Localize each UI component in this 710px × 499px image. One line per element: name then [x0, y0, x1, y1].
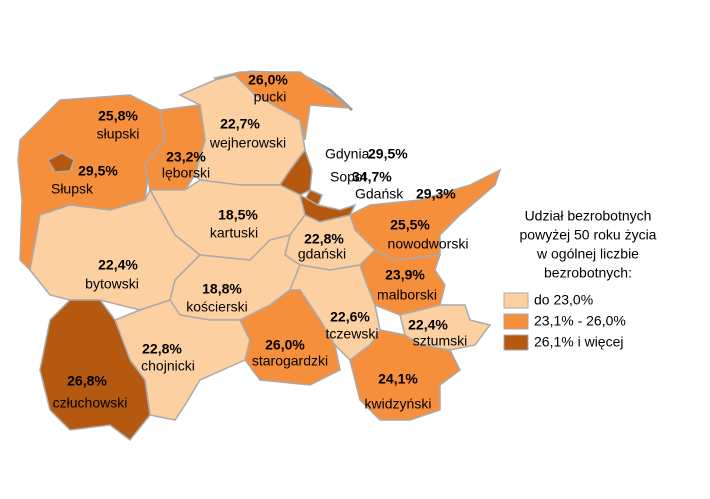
legend-swatch — [503, 313, 529, 330]
region-value: 22,8% — [142, 341, 182, 357]
legend-title: w ogólnej liczbie — [536, 246, 639, 262]
region-name: słupski — [97, 126, 140, 142]
region-name: bytowski — [85, 276, 139, 292]
region-name: Sopot — [330, 169, 367, 185]
region-name: sztumski — [413, 333, 467, 349]
legend-label: do 23,0% — [534, 292, 593, 308]
region-name: Gdynia — [325, 146, 370, 162]
region-value: 23,2% — [166, 149, 206, 165]
region-value: 26,0% — [265, 337, 305, 353]
region-name: Słupsk — [51, 181, 94, 197]
region-value: 18,8% — [202, 281, 242, 297]
legend-swatch — [503, 292, 529, 309]
region-name: lęborski — [162, 165, 210, 181]
region-name: kościerski — [186, 299, 247, 315]
region-name: kwidzyński — [365, 396, 432, 412]
labels: 26,0%pucki25,8%słupski22,7%wejherowski29… — [51, 72, 468, 412]
region — [39, 299, 151, 442]
legend-title: bezrobotnych: — [544, 265, 632, 281]
region-name: wejherowski — [209, 135, 286, 151]
region-name: pucki — [254, 89, 287, 105]
region — [238, 289, 341, 386]
region-name: gdański — [298, 246, 346, 262]
region-name: malborski — [377, 287, 437, 303]
region-value: 25,8% — [98, 108, 138, 124]
region-name: Gdańsk — [355, 186, 404, 202]
region-value: 26,8% — [67, 373, 107, 389]
region-name: człuchowski — [53, 395, 128, 411]
region-value: 34,7% — [352, 169, 392, 185]
legend-title: powyżej 50 roku życia — [520, 227, 657, 243]
region-name: chojnicki — [141, 358, 195, 374]
region-value: 24,1% — [378, 371, 418, 387]
region-name: starogardzki — [252, 353, 328, 369]
region-value: 25,5% — [390, 217, 430, 233]
region-name: tczewski — [326, 326, 379, 342]
region-value: 22,8% — [304, 231, 344, 247]
region-value: 23,9% — [385, 267, 425, 283]
region-value: 18,5% — [218, 207, 258, 223]
region-value: 29,5% — [78, 163, 118, 179]
legend-label: 23,1% - 26,0% — [534, 313, 626, 329]
region-value: 29,3% — [416, 186, 456, 202]
region-value: 22,6% — [330, 309, 370, 325]
region-name: kartuski — [210, 225, 258, 241]
region-value: 26,0% — [248, 72, 288, 88]
regions — [17, 71, 502, 442]
legend-label: 26,1% i więcej — [534, 334, 624, 350]
legend: Udział bezrobotnych powyżej 50 roku życia… — [503, 208, 657, 351]
legend-swatch — [503, 334, 529, 351]
region-value: 22,7% — [220, 116, 260, 132]
region — [349, 329, 461, 421]
region-name: nowodworski — [388, 236, 469, 252]
region-value: 22,4% — [98, 257, 138, 273]
legend-title: Udział bezrobotnych — [525, 208, 652, 224]
region-value: 22,4% — [408, 317, 448, 333]
region — [46, 152, 75, 173]
region-value: 29,5% — [368, 146, 408, 162]
